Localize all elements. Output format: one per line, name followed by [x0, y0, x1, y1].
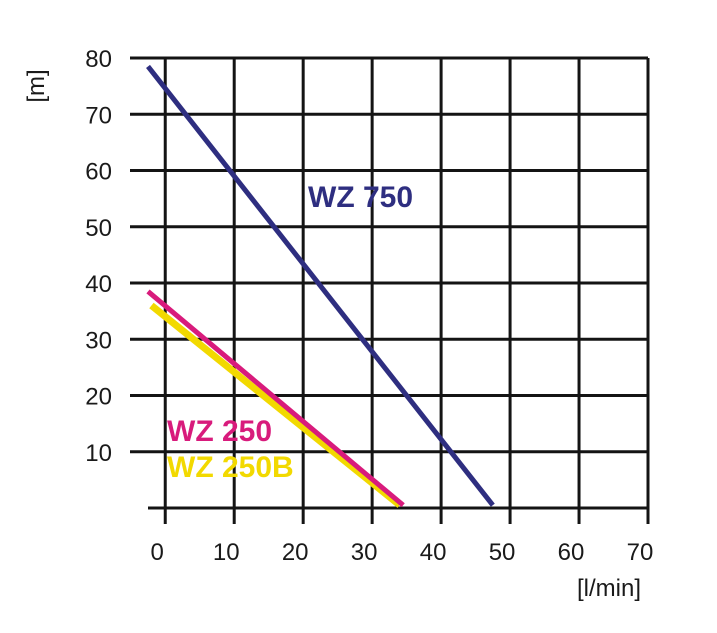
- y-tick-label: 20: [85, 384, 112, 411]
- x-axis-label: [l/min]: [577, 575, 641, 602]
- y-tick-label: 50: [85, 215, 112, 242]
- series-lines: [146, 64, 495, 508]
- y-tick-label: 60: [85, 159, 112, 186]
- x-tick-label: 20: [282, 539, 309, 566]
- series-line-wz-250: [146, 289, 405, 508]
- y-axis-label: [m]: [23, 69, 50, 102]
- y-tick-label: 70: [85, 102, 112, 129]
- x-tick-label: 10: [213, 539, 240, 566]
- x-tick-label: 40: [420, 539, 447, 566]
- y-tick-label: 40: [85, 271, 112, 298]
- y-tick-label: 30: [85, 327, 112, 354]
- x-tick-label: 50: [489, 539, 516, 566]
- x-tick-label: 30: [351, 539, 378, 566]
- y-tick-label: 80: [85, 46, 112, 73]
- x-tick-label: 60: [558, 539, 585, 566]
- grid: [130, 56, 650, 524]
- x-tick-label: 0: [151, 539, 164, 566]
- series-label-wz-250b: WZ 250B: [167, 451, 294, 484]
- series-label-wz-750: WZ 750: [308, 181, 413, 214]
- x-tick-label: 70: [627, 539, 654, 566]
- tick-labels: 10 20 30 40 50 60 70 80 0 10 20 30 40 50 60 70: [85, 46, 653, 566]
- series-label-wz-250: WZ 250: [167, 415, 272, 448]
- series-line-wz-750: [146, 64, 495, 507]
- y-tick-label: 10: [85, 440, 112, 467]
- series-line-wz-250b: [149, 302, 402, 508]
